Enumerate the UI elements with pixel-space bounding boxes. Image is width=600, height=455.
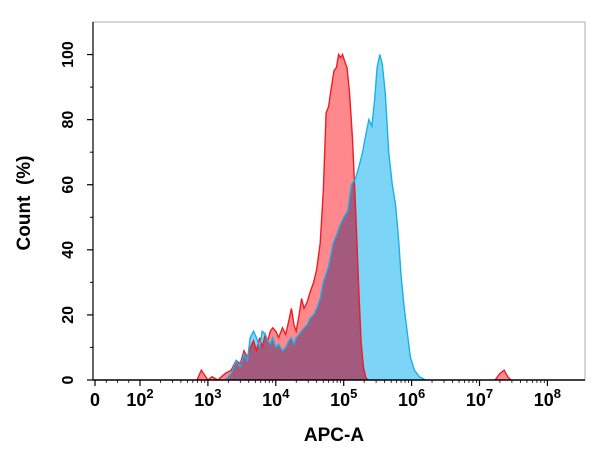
x-tick-exponent: 7	[486, 386, 493, 401]
x-tick-label: 104	[262, 386, 290, 410]
x-tick-label: 102	[126, 386, 153, 410]
x-tick-exponent: 8	[554, 386, 561, 401]
x-axis-title: APC-A	[304, 425, 364, 446]
x-tick-exponent: 4	[282, 386, 290, 401]
x-tick-label: 103	[194, 386, 221, 410]
x-tick-label: 106	[398, 386, 425, 410]
series-1-area	[225, 54, 426, 380]
y-tick-label: 0	[60, 375, 77, 384]
x-tick-base: 10	[262, 390, 282, 410]
x-tick-base: 10	[466, 390, 486, 410]
x-tick-label: 107	[466, 386, 493, 410]
x-tick-label: 0	[90, 390, 100, 410]
y-tick-label: 60	[60, 176, 77, 194]
x-tick-base: 10	[534, 390, 554, 410]
x-tick-label: 108	[534, 386, 561, 410]
x-tick-base: 0	[90, 390, 100, 410]
series-2-line	[494, 369, 512, 381]
series-0-line	[196, 52, 369, 382]
x-tick-base: 10	[398, 390, 418, 410]
series-1-line	[224, 54, 426, 381]
x-tick-exponent: 5	[350, 386, 357, 401]
x-tick-exponent: 6	[418, 386, 425, 401]
x-tick-base: 10	[330, 390, 350, 410]
x-tick-exponent: 2	[146, 386, 153, 401]
x-tick-exponent: 3	[214, 386, 221, 401]
y-tick-label: 20	[60, 306, 77, 324]
series-2-area	[495, 370, 511, 380]
x-tick-base: 10	[126, 390, 146, 410]
x-tick-label: 105	[330, 386, 357, 410]
y-tick-label: 100	[60, 41, 77, 68]
y-tick-label: 40	[60, 241, 77, 259]
overlap-area	[225, 54, 368, 380]
y-axis-title: Count (%)	[14, 156, 35, 251]
x-tick-base: 10	[194, 390, 214, 410]
y-tick-label: 80	[60, 111, 77, 129]
